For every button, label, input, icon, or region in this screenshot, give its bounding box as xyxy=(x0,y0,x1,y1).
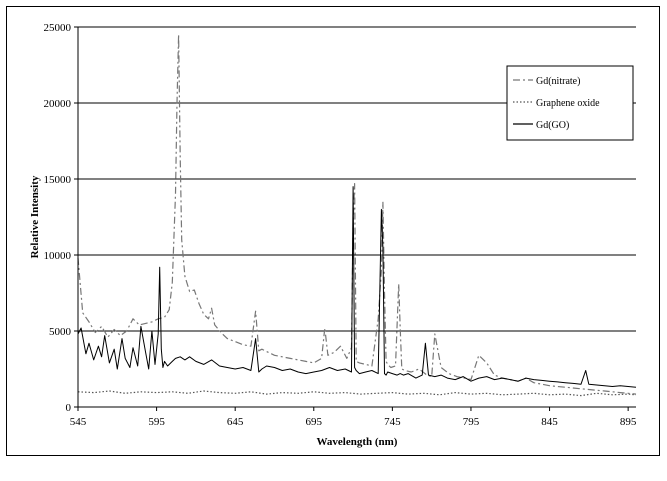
x-tick-label-745: 745 xyxy=(384,416,401,428)
y-tick-label-10000: 10000 xyxy=(44,250,72,262)
series-line-graphene-oxide xyxy=(77,390,637,397)
series-group xyxy=(77,33,637,397)
x-tick-label-895: 895 xyxy=(620,416,637,428)
chart-frame xyxy=(6,6,660,456)
legend-label-gd-nitrate: Gd(nitrate) xyxy=(536,76,580,87)
legend-box xyxy=(506,65,634,141)
x-tick-label-695: 695 xyxy=(306,416,323,428)
y-axis-title: Relative Intensity xyxy=(29,175,41,258)
y-tick-label-25000: 25000 xyxy=(44,22,72,34)
x-axis-title: Wavelength (nm) xyxy=(317,436,398,448)
x-tick-label-795: 795 xyxy=(463,416,480,428)
x-tick-label-545: 545 xyxy=(70,416,87,428)
legend-label-graphene-oxide: Graphene oxide xyxy=(536,98,600,109)
legend-label-gd-go: Gd(GO) xyxy=(536,120,569,131)
y-tick-label-5000: 5000 xyxy=(49,326,72,338)
series-line-gd-go xyxy=(77,186,637,388)
legend: Gd(nitrate) Graphene oxide Gd(GO) xyxy=(506,65,634,141)
x-tick-label-845: 845 xyxy=(541,416,558,428)
x-tick-label-645: 645 xyxy=(227,416,244,428)
y-tick-label-0: 0 xyxy=(66,402,72,414)
axes xyxy=(74,26,636,411)
tick-labels: 0 5000 10000 15000 20000 25000 545 595 645 695 745… xyxy=(44,22,637,428)
y-tick-label-15000: 15000 xyxy=(44,174,72,186)
x-tick-label-595: 595 xyxy=(148,416,165,428)
y-tick-label-20000: 20000 xyxy=(44,98,72,110)
